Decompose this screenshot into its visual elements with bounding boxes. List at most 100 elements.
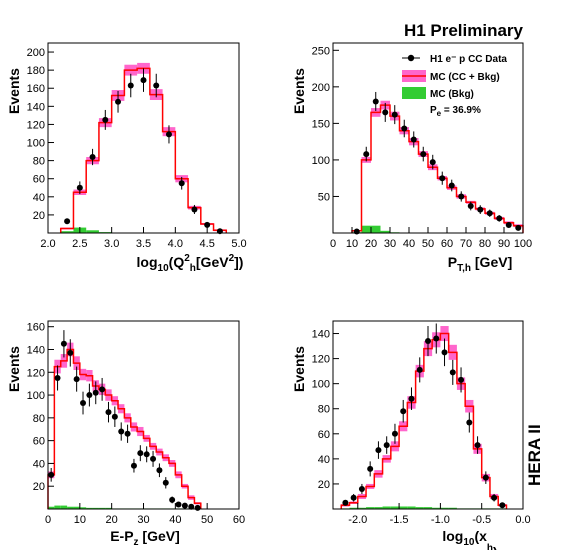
data-point — [102, 117, 108, 123]
y-tick-label: 140 — [27, 344, 45, 356]
data-point — [67, 350, 73, 356]
side-label: HERA II — [525, 424, 544, 486]
x-tick-label: 3.0 — [104, 238, 119, 250]
data-point — [342, 500, 348, 506]
data-point — [99, 386, 105, 392]
x-tick-label: 30 — [137, 514, 149, 526]
x-tick-label: 3.5 — [136, 238, 151, 250]
data-point — [487, 210, 493, 216]
data-point — [449, 183, 455, 189]
header-title: H1 Preliminary — [404, 21, 524, 40]
legend-data-label: H1 e⁻ p CC Data — [430, 54, 507, 65]
x-tick-label: 60 — [441, 238, 453, 250]
y-tick-label: 100 — [27, 138, 45, 150]
y-tick-label: 50 — [318, 191, 330, 203]
x-tick-label: 5.0 — [231, 238, 246, 250]
x-tick-label: 50 — [422, 238, 434, 250]
y-tick-label: 140 — [312, 329, 330, 341]
y-tick-label: 120 — [27, 367, 45, 379]
bkg-bin — [371, 226, 381, 233]
x-axis-label: E-Pz [GeV] — [110, 528, 180, 548]
y-tick-label: 160 — [27, 322, 45, 334]
data-point — [408, 396, 414, 402]
x-tick-label: 40 — [403, 238, 415, 250]
data-point — [77, 185, 83, 191]
data-point — [156, 467, 162, 473]
bkg-bin — [362, 226, 372, 233]
x-tick-label: -0.5 — [472, 514, 491, 526]
x-tick-label: 90 — [498, 238, 510, 250]
data-point — [373, 98, 379, 104]
legend-mc-label: MC (CC + Bkg) — [430, 72, 500, 83]
data-point — [375, 447, 381, 453]
x-tick-label: 40 — [169, 514, 181, 526]
y-tick-label: 60 — [33, 436, 45, 448]
x-tick-label: -1.5 — [390, 514, 409, 526]
data-point — [466, 420, 472, 426]
data-point — [137, 450, 143, 456]
y-tick-label: 100 — [27, 390, 45, 402]
x-tick-label: 2.5 — [72, 238, 87, 250]
y-tick-label: 20 — [318, 479, 330, 491]
x-tick-label: 60 — [233, 514, 245, 526]
data-point — [363, 151, 369, 157]
data-point — [442, 349, 448, 355]
data-point — [176, 501, 182, 507]
data-point — [411, 136, 417, 142]
data-point — [166, 131, 172, 137]
data-point — [506, 222, 512, 228]
data-point — [131, 463, 137, 469]
data-point — [169, 497, 175, 503]
x-axis-label: PT,h [GeV] — [448, 254, 512, 274]
mc-histogram-line — [341, 334, 506, 509]
y-tick-label: 80 — [33, 156, 45, 168]
data-point — [204, 222, 210, 228]
y-tick-label: 60 — [318, 429, 330, 441]
data-point — [491, 495, 497, 501]
x-tick-label: 2.0 — [40, 238, 55, 250]
data-point — [55, 375, 61, 381]
y-axis-label: Events — [291, 346, 307, 392]
mc-histogram-line — [352, 105, 523, 233]
x-axis-label: log10(Q2h[GeV2]) — [137, 253, 244, 274]
data-point — [144, 451, 150, 457]
data-point — [93, 390, 99, 396]
x-tick-label: 10 — [346, 238, 358, 250]
data-point — [125, 431, 131, 437]
x-tick-label: 100 — [514, 238, 532, 250]
mc-histogram-line — [48, 349, 201, 509]
y-tick-label: 160 — [27, 83, 45, 95]
bkg-bin — [54, 506, 60, 509]
data-point — [458, 193, 464, 199]
x-tick-label: 70 — [460, 238, 472, 250]
legend-polarisation: Pe = 36.9% — [430, 105, 481, 118]
y-tick-label: 150 — [312, 118, 330, 130]
y-tick-label: 200 — [27, 47, 45, 59]
x-tick-label: 80 — [479, 238, 491, 250]
x-tick-label: 20 — [365, 238, 377, 250]
x-tick-label: 0.0 — [515, 514, 530, 526]
y-tick-label: 60 — [33, 174, 45, 186]
data-point — [401, 126, 407, 132]
y-tick-label: 180 — [27, 65, 45, 77]
data-point — [90, 154, 96, 160]
y-tick-label: 100 — [312, 379, 330, 391]
data-point — [86, 392, 92, 398]
data-point — [430, 159, 436, 165]
data-point — [458, 377, 464, 383]
legend-data-marker — [408, 55, 414, 61]
data-point — [179, 180, 185, 186]
x-tick-label: -1.0 — [431, 514, 450, 526]
y-tick-label: 80 — [318, 404, 330, 416]
bkg-bin — [61, 506, 67, 509]
data-point — [128, 83, 134, 89]
x-tick-label: 0 — [330, 238, 336, 250]
x-axis-label: log10(xh) — [442, 528, 497, 550]
data-point — [112, 414, 118, 420]
data-point — [351, 495, 357, 501]
data-point — [105, 409, 111, 415]
y-axis-label: Events — [6, 68, 22, 114]
data-point — [80, 400, 86, 406]
